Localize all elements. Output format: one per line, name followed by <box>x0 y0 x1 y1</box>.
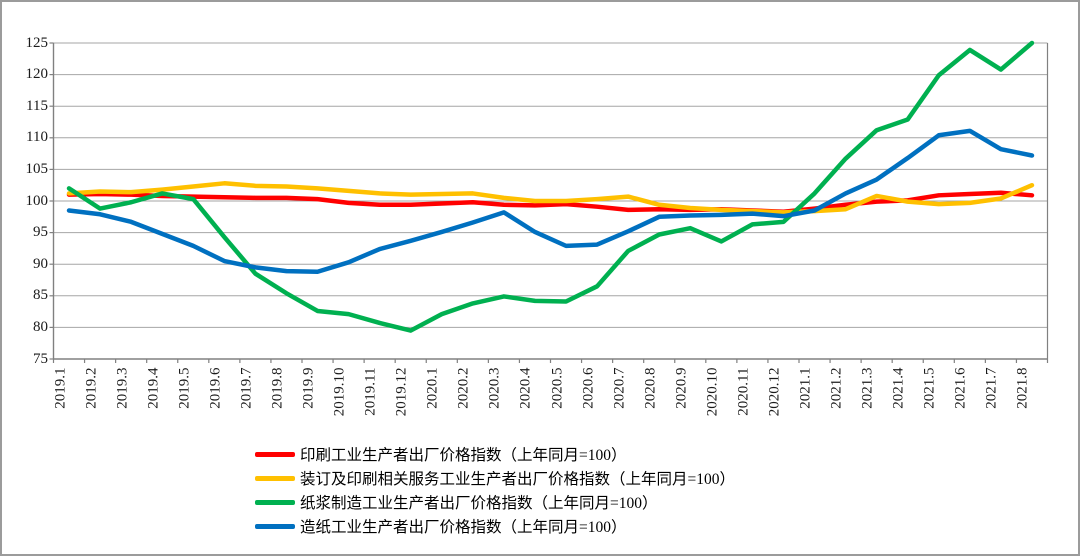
x-tick-label: 2020.2 <box>455 367 472 409</box>
x-tick-label: 2019.10 <box>331 367 348 417</box>
x-tick-label: 2021.5 <box>921 367 938 409</box>
x-tick-label: 2021.2 <box>828 367 845 409</box>
y-tick-label: 90 <box>33 255 48 272</box>
x-tick-label: 2021.8 <box>1014 367 1031 409</box>
x-tick-label: 2020.11 <box>735 367 752 416</box>
legend-item: 造纸工业生产者出厂价格指数（上年同月=100） <box>255 514 735 538</box>
y-tick-label: 120 <box>25 66 49 83</box>
legend-line-swatch-blue <box>255 523 295 529</box>
legend-item: 印刷工业生产者出厂价格指数（上年同月=100） <box>255 442 735 466</box>
x-tick-label: 2019.8 <box>269 367 286 409</box>
x-tick-label: 2019.2 <box>83 367 100 409</box>
legend-label: 装订及印刷相关服务工业生产者出厂价格指数（上年同月=100） <box>300 471 735 488</box>
x-tick-label: 2021.1 <box>797 367 814 409</box>
y-tick-label: 115 <box>26 97 48 114</box>
y-tick-label: 85 <box>33 287 48 304</box>
x-tick-label: 2019.12 <box>393 367 410 417</box>
y-tick-label: 110 <box>26 129 48 146</box>
x-tick-label: 2020.1 <box>424 367 441 409</box>
x-tick-label: 2020.6 <box>580 367 597 409</box>
series-line-0 <box>66 190 1035 214</box>
x-tick-label: 2020.4 <box>517 367 534 409</box>
y-tick-label: 105 <box>25 160 49 177</box>
legend-line-swatch-red <box>255 451 295 457</box>
y-tick-label: 95 <box>33 224 48 241</box>
y-tick-label: 75 <box>33 350 48 367</box>
series-line-1 <box>66 181 1035 215</box>
x-tick-label: 2019.6 <box>207 367 224 409</box>
y-tick-label: 125 <box>25 34 49 51</box>
x-tick-label: 2020.10 <box>704 367 721 417</box>
x-tick-label: 2020.3 <box>486 367 503 409</box>
x-tick-label: 2019.1 <box>52 367 69 409</box>
x-tick-label: 2021.7 <box>983 367 1000 409</box>
x-tick-label: 2020.12 <box>766 367 783 417</box>
legend-label: 印刷工业生产者出厂价格指数（上年同月=100） <box>300 447 627 464</box>
x-tick-label: 2020.8 <box>642 367 659 409</box>
y-tick-label: 80 <box>33 318 48 335</box>
series-line-2 <box>66 40 1035 333</box>
x-tick-label: 2020.5 <box>549 367 566 409</box>
x-tick-label: 2021.4 <box>890 367 907 409</box>
legend-line-swatch-green <box>255 499 295 505</box>
x-tick-label: 2021.6 <box>952 367 969 409</box>
x-tick-label: 2020.7 <box>611 367 628 409</box>
series-line-3 <box>66 128 1035 275</box>
x-tick-label: 2019.3 <box>114 367 131 409</box>
x-tick-label: 2019.9 <box>300 367 317 409</box>
x-tick-label: 2019.11 <box>362 367 379 416</box>
legend-line-swatch-yellow <box>255 475 295 481</box>
legend-label: 纸浆制造工业生产者出厂价格指数（上年同月=100） <box>300 495 658 512</box>
x-tick-label: 2019.5 <box>176 367 193 409</box>
x-tick-label: 2020.9 <box>673 367 690 409</box>
legend-label: 造纸工业生产者出厂价格指数（上年同月=100） <box>300 519 627 536</box>
x-tick-label: 2019.7 <box>238 367 255 409</box>
y-tick-label: 100 <box>25 192 49 209</box>
legend-item: 纸浆制造工业生产者出厂价格指数（上年同月=100） <box>255 490 735 514</box>
x-tick-label: 2021.3 <box>859 367 876 409</box>
x-tick-label: 2019.4 <box>145 367 162 409</box>
legend: 印刷工业生产者出厂价格指数（上年同月=100） 装订及印刷相关服务工业生产者出厂… <box>255 442 735 538</box>
legend-item: 装订及印刷相关服务工业生产者出厂价格指数（上年同月=100） <box>255 466 735 490</box>
